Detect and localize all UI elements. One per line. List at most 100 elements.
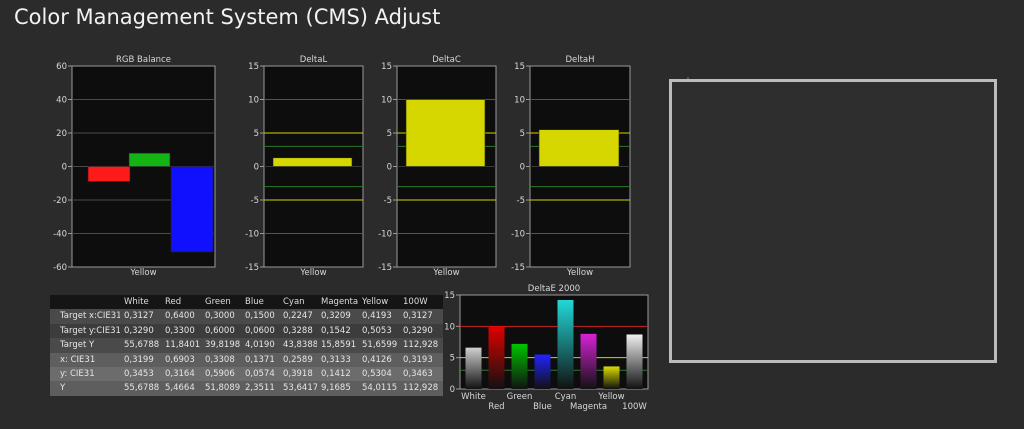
table-cell: 0,3127 — [124, 311, 154, 322]
cie-chart-frame — [669, 79, 997, 363]
y-tick-label: 0 — [254, 163, 259, 173]
bar-yellow — [538, 129, 620, 167]
table-cell: 43,8388 — [283, 340, 317, 351]
table-header-cell: White — [124, 297, 149, 307]
x-axis-label: Yellow — [566, 268, 593, 278]
bar-green — [511, 343, 528, 389]
y-tick-label: 40 — [56, 96, 67, 106]
y-tick-label: 15 — [248, 62, 259, 72]
bar-100w — [626, 334, 643, 389]
bar-chart-4: DeltaE 2000 15 10 5 0 WhiteRedGreenBlueCyanMa… — [444, 284, 649, 412]
table-cell: 0,4126 — [362, 354, 392, 365]
y-tick-label: 5 — [254, 129, 259, 139]
y-tick-label: -60 — [53, 263, 67, 273]
table-header-cell — [50, 295, 120, 309]
y-tick-label: 10 — [514, 96, 525, 106]
bar-chart-1: DeltaL 15 10 5 0 -5 -10 -15 Yellow — [245, 55, 364, 278]
row-label: Y — [60, 383, 66, 394]
table-cell: 0,1542 — [321, 325, 351, 336]
table-row: Y 55,6788 5,4664 51,8089 2,3511 53,6417 9,1685… — [50, 381, 443, 396]
table-header-cell: Cyan — [283, 297, 305, 307]
x-axis-label: Yellow — [299, 268, 326, 278]
table-row: Target x:CIE31 0,3127 0,6400 0,3000 0,1500 0,… — [50, 309, 443, 324]
x-tick-label: White — [461, 392, 486, 402]
y-tick-label: -15 — [511, 263, 525, 273]
table-cell: 0,3308 — [205, 354, 235, 365]
table-header-cell: Yellow — [362, 297, 389, 307]
y-tick-label: 15 — [444, 291, 455, 301]
y-tick-label: 0 — [62, 163, 67, 173]
y-tick-label: -15 — [245, 263, 259, 273]
chart-title: DeltaC — [432, 55, 461, 65]
x-tick-label: Red — [488, 402, 504, 412]
table-cell: 55,6788 — [124, 383, 160, 394]
chart-title: DeltaH — [565, 55, 594, 65]
table-cell: 112,928 — [403, 383, 439, 394]
bar-magenta — [580, 333, 597, 389]
table-cell: 0,0574 — [245, 369, 275, 380]
table-header-cell: 100W — [403, 297, 428, 307]
row-label: y: CIE31 — [60, 369, 95, 380]
row-label: Target x:CIE31 — [60, 311, 120, 322]
table-cell: 55,6788 — [124, 340, 160, 351]
table-cell: 0,3164 — [165, 369, 195, 380]
y-tick-label: -5 — [384, 196, 392, 206]
x-tick-label: Blue — [533, 402, 552, 412]
y-tick-label: -5 — [251, 196, 259, 206]
y-tick-label: 5 — [520, 129, 525, 139]
table-cell: 54,0115 — [362, 383, 398, 394]
chart-title: DeltaL — [300, 55, 328, 65]
bar-r — [87, 166, 131, 182]
table-cell: 53,6417 — [283, 383, 317, 394]
table-header-cell: Red — [165, 297, 182, 307]
table-row: Target Y 55,6788 11,8401 39,8198 4,0190 43,83… — [50, 338, 443, 353]
y-tick-label: 15 — [514, 62, 525, 72]
y-tick-label: -5 — [517, 196, 525, 206]
y-tick-label: 0 — [520, 163, 525, 173]
table-cell: 0,2589 — [283, 354, 313, 365]
table-header-cell: Blue — [245, 297, 264, 307]
table-cell: 39,8198 — [205, 340, 241, 351]
table-cell: 0,3918 — [283, 369, 313, 380]
table-cell: 51,6599 — [362, 340, 398, 351]
row-label: Target y:CIE31 — [60, 325, 120, 336]
table-cell: 0,3133 — [321, 354, 351, 365]
table-cell: 0,3127 — [403, 311, 433, 322]
y-tick-label: -10 — [245, 230, 259, 240]
table-row: Target y:CIE31 0,3290 0,3300 0,6000 0,0600 0,… — [50, 323, 443, 339]
bar-red — [488, 326, 505, 389]
y-tick-label: -15 — [378, 263, 392, 273]
table-cell: 0,1500 — [245, 311, 275, 322]
x-tick-label: Yellow — [597, 392, 624, 402]
measurement-table: White Red Green Blue Cyan Magenta Yellow 100W T… — [50, 295, 443, 396]
x-tick-label: Green — [507, 392, 533, 402]
y-tick-label: 15 — [381, 62, 392, 72]
bar-chart-3: DeltaH 15 10 5 0 -5 -10 -15 Yellow — [511, 55, 631, 278]
chart-title: DeltaE 2000 — [528, 284, 580, 294]
bar-white — [465, 347, 482, 389]
table-cell: 51,8089 — [205, 383, 241, 394]
plot-area — [459, 294, 649, 390]
table-row: y: CIE31 0,3453 0,3164 0,5906 0,0574 0,3918 0,… — [50, 367, 443, 382]
y-tick-label: 10 — [444, 322, 455, 332]
y-tick-label: -10 — [378, 230, 392, 240]
table-cell: 0,3453 — [124, 369, 154, 380]
table-header-row: White Red Green Blue Cyan Magenta Yellow 100W — [50, 295, 443, 310]
table-cell: 112,928 — [403, 340, 439, 351]
bar-yellow — [603, 366, 620, 389]
table-cell: 0,5906 — [205, 369, 235, 380]
table-header-cell: Magenta — [321, 297, 358, 307]
y-tick-label: 5 — [450, 354, 455, 364]
table-cell: 0,3199 — [124, 354, 154, 365]
table-cell: 0,1371 — [245, 354, 275, 365]
bar-chart-2: DeltaC 15 10 5 0 -5 -10 -15 Yellow — [378, 55, 497, 278]
page-title: Color Management System (CMS) Adjust — [14, 5, 441, 29]
table-cell: 0,3290 — [403, 325, 433, 336]
table-cell: 0,5304 — [362, 369, 392, 380]
y-tick-label: 0 — [387, 163, 392, 173]
table-cell: 0,3300 — [165, 325, 195, 336]
table-cell: 0,1412 — [321, 369, 351, 380]
x-axis-label: Yellow — [129, 268, 156, 278]
x-tick-label: Cyan — [555, 392, 577, 402]
table-cell: 11,8401 — [165, 340, 201, 351]
